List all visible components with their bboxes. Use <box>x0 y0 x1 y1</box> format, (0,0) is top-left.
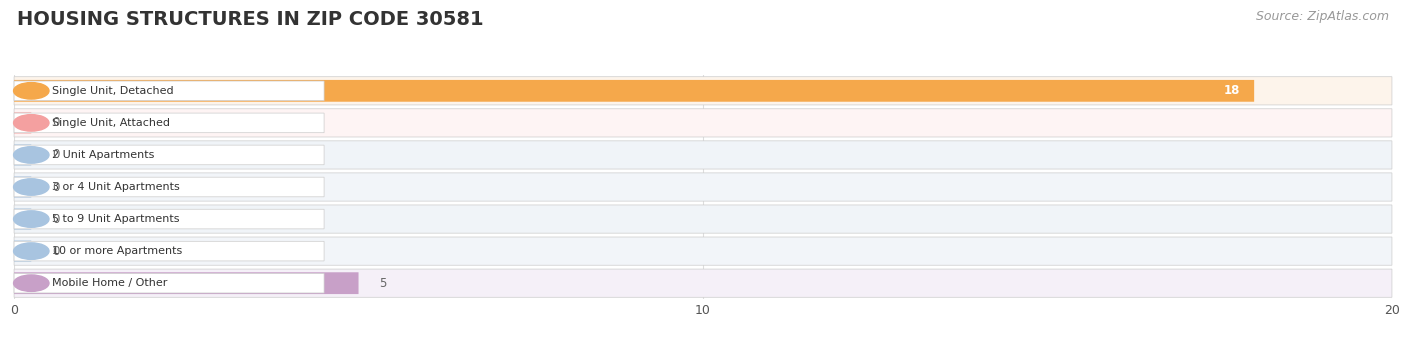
Circle shape <box>14 275 49 291</box>
FancyBboxPatch shape <box>14 209 325 229</box>
Text: 3 or 4 Unit Apartments: 3 or 4 Unit Apartments <box>52 182 180 192</box>
FancyBboxPatch shape <box>14 145 325 165</box>
FancyBboxPatch shape <box>14 269 1392 297</box>
FancyBboxPatch shape <box>14 205 1392 233</box>
Text: Mobile Home / Other: Mobile Home / Other <box>52 278 167 288</box>
FancyBboxPatch shape <box>14 80 1254 102</box>
FancyBboxPatch shape <box>14 237 1392 265</box>
Text: 0: 0 <box>52 116 59 130</box>
Circle shape <box>14 179 49 195</box>
Text: 0: 0 <box>52 212 59 225</box>
FancyBboxPatch shape <box>14 240 31 262</box>
Text: 5: 5 <box>380 277 387 290</box>
Circle shape <box>14 243 49 259</box>
FancyBboxPatch shape <box>14 173 1392 201</box>
Text: 18: 18 <box>1225 84 1240 97</box>
FancyBboxPatch shape <box>14 176 31 198</box>
FancyBboxPatch shape <box>14 109 1392 137</box>
FancyBboxPatch shape <box>14 81 325 101</box>
Text: Single Unit, Detached: Single Unit, Detached <box>52 86 173 96</box>
FancyBboxPatch shape <box>14 272 359 294</box>
Text: 2 Unit Apartments: 2 Unit Apartments <box>52 150 155 160</box>
Circle shape <box>14 147 49 163</box>
FancyBboxPatch shape <box>14 273 325 293</box>
Text: 0: 0 <box>52 149 59 162</box>
FancyBboxPatch shape <box>14 144 31 166</box>
Text: 0: 0 <box>52 181 59 193</box>
FancyBboxPatch shape <box>14 141 1392 169</box>
Text: 0: 0 <box>52 244 59 258</box>
FancyBboxPatch shape <box>14 177 325 197</box>
Text: Source: ZipAtlas.com: Source: ZipAtlas.com <box>1256 10 1389 23</box>
FancyBboxPatch shape <box>14 241 325 261</box>
FancyBboxPatch shape <box>14 208 31 230</box>
Text: 10 or more Apartments: 10 or more Apartments <box>52 246 183 256</box>
Text: Single Unit, Attached: Single Unit, Attached <box>52 118 170 128</box>
Circle shape <box>14 211 49 227</box>
FancyBboxPatch shape <box>14 113 325 133</box>
FancyBboxPatch shape <box>14 77 1392 105</box>
Circle shape <box>14 83 49 99</box>
Circle shape <box>14 115 49 131</box>
Text: HOUSING STRUCTURES IN ZIP CODE 30581: HOUSING STRUCTURES IN ZIP CODE 30581 <box>17 10 484 29</box>
FancyBboxPatch shape <box>14 112 31 134</box>
Text: 5 to 9 Unit Apartments: 5 to 9 Unit Apartments <box>52 214 180 224</box>
